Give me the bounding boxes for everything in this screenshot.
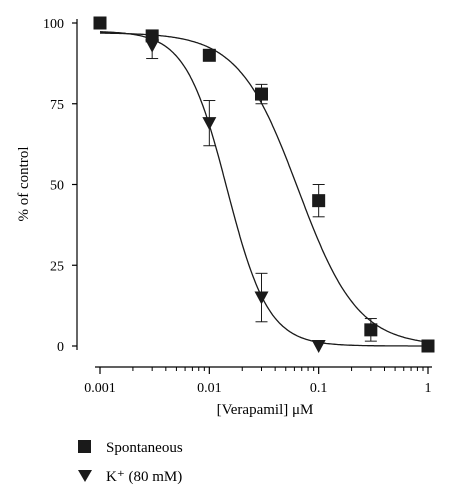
data-point-spontaneous bbox=[421, 339, 435, 353]
legend-label-spontaneous: Spontaneous bbox=[106, 440, 183, 456]
y-axis-label: % of control bbox=[16, 147, 32, 222]
y-tick-label: 50 bbox=[50, 179, 64, 194]
data-point-spontaneous bbox=[202, 48, 216, 62]
y-ticks: 0 25 50 75 100 bbox=[43, 17, 77, 355]
data-point-spontaneous bbox=[93, 16, 107, 30]
data-point-spontaneous bbox=[364, 323, 378, 337]
x-ticks: 0.001 0.01 0.1 1 bbox=[84, 367, 432, 396]
x-tick-label: 0.1 bbox=[310, 381, 328, 396]
legend-marker-spontaneous bbox=[78, 440, 91, 453]
data-point-k80 bbox=[202, 117, 217, 131]
y-tick-label: 100 bbox=[43, 17, 64, 32]
y-tick-label: 75 bbox=[50, 98, 64, 113]
data-point-k80 bbox=[254, 291, 269, 305]
x-axis-label: [Verapamil] μM bbox=[217, 402, 314, 418]
legend: Spontaneous K⁺ (80 mM) bbox=[78, 440, 183, 485]
data-point-spontaneous bbox=[254, 87, 268, 101]
x-tick-label: 1 bbox=[425, 381, 432, 396]
data-point-spontaneous bbox=[312, 194, 326, 208]
data-point-k80 bbox=[145, 39, 160, 53]
x-tick-label: 0.001 bbox=[84, 381, 116, 396]
x-tick-label: 0.01 bbox=[197, 381, 222, 396]
axes bbox=[76, 19, 432, 368]
data-point-spontaneous bbox=[145, 29, 159, 43]
legend-label-k80: K⁺ (80 mM) bbox=[106, 469, 182, 485]
y-tick-label: 25 bbox=[50, 259, 64, 274]
data-markers bbox=[93, 16, 435, 353]
data-point-k80 bbox=[311, 340, 326, 353]
legend-marker-k80 bbox=[78, 470, 92, 482]
y-tick-label: 0 bbox=[57, 340, 64, 355]
